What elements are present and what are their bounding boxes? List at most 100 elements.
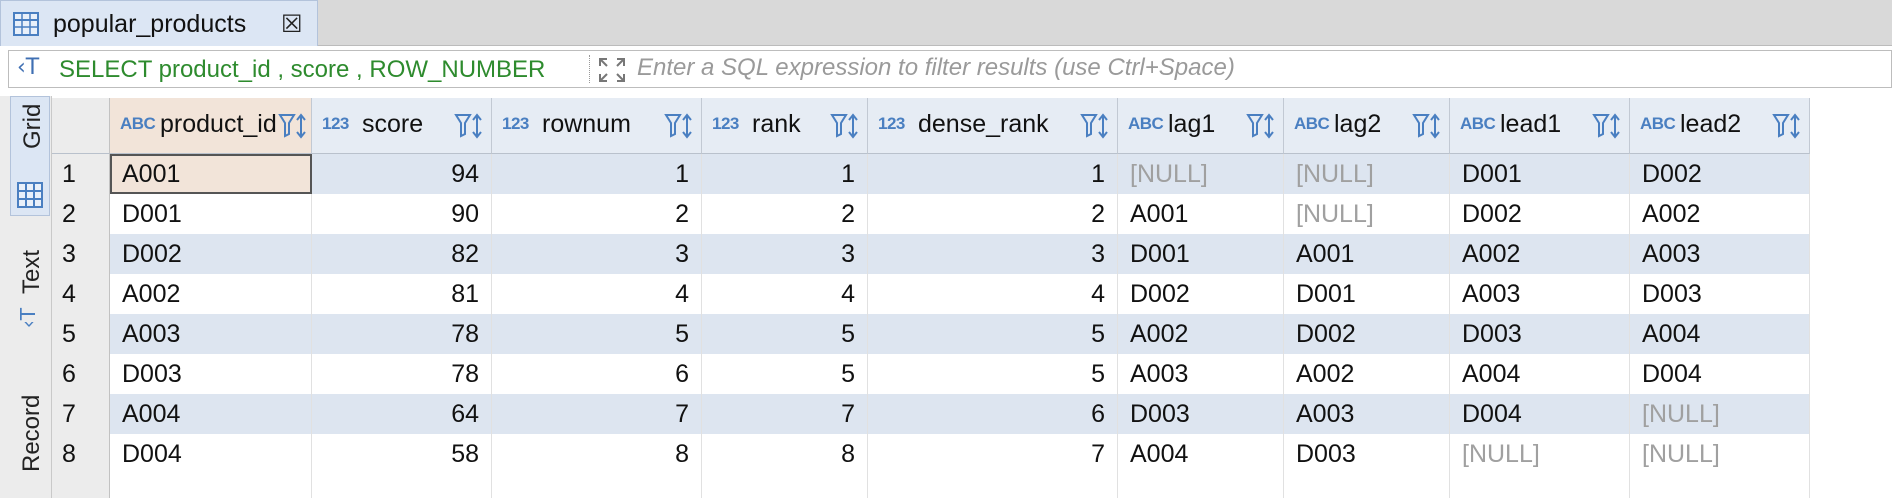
- cell-lead1[interactable]: D002: [1450, 194, 1630, 234]
- cell-lead2[interactable]: A002: [1630, 194, 1810, 234]
- cell-dense-rank[interactable]: 3: [868, 234, 1118, 274]
- column-filter-sort-icon[interactable]: [1246, 112, 1276, 145]
- empty-cell: [1118, 474, 1284, 498]
- column-filter-sort-icon[interactable]: [278, 112, 308, 145]
- cell-dense-rank[interactable]: 2: [868, 194, 1118, 234]
- column-header-score[interactable]: 123 score: [312, 98, 492, 154]
- column-header-lag1[interactable]: ABC lag1: [1118, 98, 1284, 154]
- column-filter-sort-icon[interactable]: [454, 112, 484, 145]
- cell-score[interactable]: 90: [312, 194, 492, 234]
- cell-lag2[interactable]: [NULL]: [1284, 154, 1450, 194]
- cell-rank[interactable]: 2: [702, 194, 868, 234]
- cell-score[interactable]: 82: [312, 234, 492, 274]
- cell-rownum[interactable]: 3: [492, 234, 702, 274]
- cell-rownum[interactable]: 4: [492, 274, 702, 314]
- cell-product-id[interactable]: D002: [110, 234, 312, 274]
- cell-dense-rank[interactable]: 5: [868, 354, 1118, 394]
- close-icon[interactable]: ☒: [281, 10, 303, 39]
- column-filter-sort-icon[interactable]: [664, 112, 694, 145]
- cell-lag2[interactable]: A003: [1284, 394, 1450, 434]
- cell-product-id[interactable]: A002: [110, 274, 312, 314]
- cell-lag2[interactable]: D003: [1284, 434, 1450, 474]
- tab-popular-products[interactable]: popular_products ☒: [0, 0, 318, 46]
- cell-lag1[interactable]: D002: [1118, 274, 1284, 314]
- column-header-dense-rank[interactable]: 123 dense_rank: [868, 98, 1118, 154]
- cell-rank[interactable]: 5: [702, 354, 868, 394]
- cell-score[interactable]: 78: [312, 314, 492, 354]
- cell-product-id[interactable]: A001: [110, 154, 312, 194]
- cell-lead2[interactable]: [NULL]: [1630, 434, 1810, 474]
- cell-lead2[interactable]: D003: [1630, 274, 1810, 314]
- cell-dense-rank[interactable]: 6: [868, 394, 1118, 434]
- cell-product-id[interactable]: A004: [110, 394, 312, 434]
- cell-dense-rank[interactable]: 4: [868, 274, 1118, 314]
- cell-rank[interactable]: 1: [702, 154, 868, 194]
- cell-lag1[interactable]: A003: [1118, 354, 1284, 394]
- row-number: 8: [52, 434, 110, 474]
- tab-grid-view[interactable]: Grid: [10, 96, 50, 216]
- cell-dense-rank[interactable]: 5: [868, 314, 1118, 354]
- cell-lead2[interactable]: D004: [1630, 354, 1810, 394]
- cell-rownum[interactable]: 2: [492, 194, 702, 234]
- cell-lag2[interactable]: A001: [1284, 234, 1450, 274]
- cell-lead1[interactable]: A004: [1450, 354, 1630, 394]
- cell-rownum[interactable]: 1: [492, 154, 702, 194]
- cell-rownum[interactable]: 8: [492, 434, 702, 474]
- tab-text-view[interactable]: Text ‹T: [10, 246, 50, 346]
- column-filter-sort-icon[interactable]: [1592, 112, 1622, 145]
- cell-lag1[interactable]: D003: [1118, 394, 1284, 434]
- cell-lead1[interactable]: D001: [1450, 154, 1630, 194]
- cell-rank[interactable]: 3: [702, 234, 868, 274]
- cell-lag1[interactable]: A002: [1118, 314, 1284, 354]
- cell-lag1[interactable]: A001: [1118, 194, 1284, 234]
- sql-text-icon[interactable]: ‹T: [17, 55, 39, 80]
- cell-rownum[interactable]: 7: [492, 394, 702, 434]
- expand-icon[interactable]: [597, 56, 627, 89]
- cell-score[interactable]: 58: [312, 434, 492, 474]
- column-header-lead2[interactable]: ABC lead2: [1630, 98, 1810, 154]
- cell-lead2[interactable]: A004: [1630, 314, 1810, 354]
- cell-lead1[interactable]: A003: [1450, 274, 1630, 314]
- cell-lead2[interactable]: D002: [1630, 154, 1810, 194]
- column-header-lead1[interactable]: ABC lead1: [1450, 98, 1630, 154]
- cell-lead1[interactable]: D004: [1450, 394, 1630, 434]
- filter-expression-input[interactable]: [637, 52, 1877, 84]
- column-filter-sort-icon[interactable]: [830, 112, 860, 145]
- column-header-rank[interactable]: 123 rank: [702, 98, 868, 154]
- cell-rank[interactable]: 8: [702, 434, 868, 474]
- cell-dense-rank[interactable]: 1: [868, 154, 1118, 194]
- cell-lag1[interactable]: A004: [1118, 434, 1284, 474]
- cell-score[interactable]: 94: [312, 154, 492, 194]
- cell-lag1[interactable]: D001: [1118, 234, 1284, 274]
- cell-rank[interactable]: 4: [702, 274, 868, 314]
- cell-lead2[interactable]: [NULL]: [1630, 394, 1810, 434]
- cell-rownum[interactable]: 6: [492, 354, 702, 394]
- cell-lag1[interactable]: [NULL]: [1118, 154, 1284, 194]
- column-filter-sort-icon[interactable]: [1772, 112, 1802, 145]
- column-header-lag2[interactable]: ABC lag2: [1284, 98, 1450, 154]
- cell-lag2[interactable]: D001: [1284, 274, 1450, 314]
- cell-lead1[interactable]: A002: [1450, 234, 1630, 274]
- cell-lag2[interactable]: A002: [1284, 354, 1450, 394]
- column-filter-sort-icon[interactable]: [1080, 112, 1110, 145]
- cell-score[interactable]: 81: [312, 274, 492, 314]
- cell-product-id[interactable]: D001: [110, 194, 312, 234]
- cell-score[interactable]: 78: [312, 354, 492, 394]
- tab-record-view[interactable]: Record: [10, 386, 50, 498]
- cell-lead1[interactable]: [NULL]: [1450, 434, 1630, 474]
- cell-lead2[interactable]: A003: [1630, 234, 1810, 274]
- cell-rank[interactable]: 5: [702, 314, 868, 354]
- cell-score[interactable]: 64: [312, 394, 492, 434]
- column-filter-sort-icon[interactable]: [1412, 112, 1442, 145]
- cell-product-id[interactable]: D003: [110, 354, 312, 394]
- cell-rownum[interactable]: 5: [492, 314, 702, 354]
- cell-lag2[interactable]: D002: [1284, 314, 1450, 354]
- cell-dense-rank[interactable]: 7: [868, 434, 1118, 474]
- column-header-rownum[interactable]: 123 rownum: [492, 98, 702, 154]
- cell-lag2[interactable]: [NULL]: [1284, 194, 1450, 234]
- cell-rank[interactable]: 7: [702, 394, 868, 434]
- cell-lead1[interactable]: D003: [1450, 314, 1630, 354]
- cell-product-id[interactable]: D004: [110, 434, 312, 474]
- cell-product-id[interactable]: A003: [110, 314, 312, 354]
- column-header-product-id[interactable]: ABC product_id: [110, 98, 312, 154]
